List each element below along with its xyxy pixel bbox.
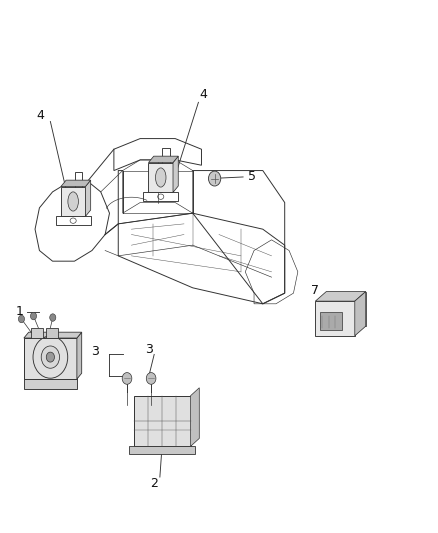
Polygon shape (129, 447, 195, 454)
Circle shape (122, 373, 132, 384)
Text: 1: 1 (16, 305, 24, 318)
Circle shape (146, 373, 156, 384)
Circle shape (18, 315, 25, 322)
Circle shape (46, 352, 54, 362)
Polygon shape (173, 156, 178, 192)
Polygon shape (61, 187, 85, 216)
Text: 2: 2 (150, 477, 158, 490)
Polygon shape (85, 180, 91, 216)
Text: 3: 3 (145, 343, 153, 356)
Ellipse shape (68, 192, 78, 211)
Polygon shape (61, 180, 91, 187)
Polygon shape (355, 292, 366, 336)
Circle shape (49, 314, 56, 321)
Polygon shape (24, 338, 77, 379)
Polygon shape (148, 163, 173, 192)
Circle shape (30, 312, 37, 320)
Polygon shape (24, 379, 77, 389)
Polygon shape (315, 301, 355, 336)
Polygon shape (134, 395, 191, 447)
Polygon shape (320, 312, 342, 330)
Polygon shape (46, 328, 58, 338)
Text: 5: 5 (248, 171, 256, 183)
Polygon shape (191, 388, 199, 447)
Polygon shape (326, 292, 366, 326)
Text: 4: 4 (200, 88, 208, 101)
Polygon shape (148, 156, 178, 163)
Text: 7: 7 (311, 284, 319, 297)
Circle shape (41, 346, 60, 368)
Polygon shape (31, 328, 43, 338)
Polygon shape (315, 292, 366, 301)
Polygon shape (24, 332, 81, 338)
Polygon shape (77, 332, 81, 379)
Circle shape (208, 171, 221, 186)
Text: 4: 4 (37, 109, 45, 122)
Ellipse shape (155, 168, 166, 187)
Text: 3: 3 (92, 345, 99, 358)
